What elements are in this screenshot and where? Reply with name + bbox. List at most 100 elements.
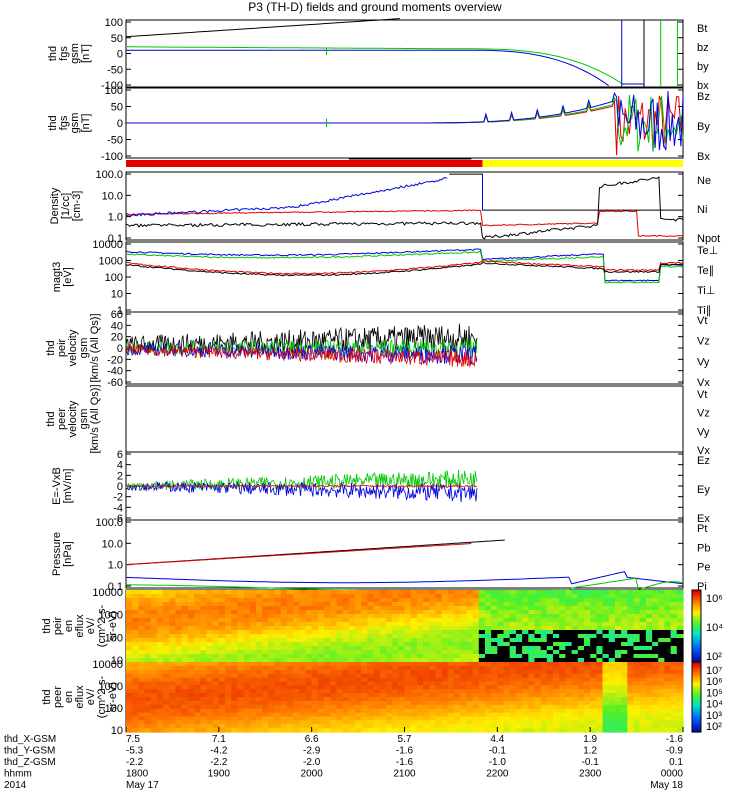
spectro-cell (664, 610, 672, 615)
spectro-cell (435, 720, 443, 725)
spectro-cell (367, 610, 375, 615)
spectro-cell (664, 622, 672, 627)
spectro-cell (571, 590, 579, 595)
spectro-cell (596, 669, 604, 675)
spectro-cell (200, 626, 208, 631)
spectro-cell (466, 665, 474, 671)
spectro-cell (590, 606, 597, 611)
spectro-cell (218, 673, 226, 679)
spectro-cell (559, 658, 566, 663)
spectro-cell (608, 590, 616, 595)
spectro-cell (175, 658, 183, 663)
spectro-cell (608, 650, 616, 655)
spectro-cell (472, 622, 480, 627)
spectro-cell (546, 677, 554, 683)
spectro-cell (652, 626, 659, 631)
ytick-label: -60 (107, 377, 123, 389)
spectro-cell (454, 712, 461, 718)
spectro-cell (472, 712, 480, 718)
spectro-cell (336, 693, 344, 698)
spectro-cell (584, 614, 591, 619)
spectro-cell (138, 650, 146, 655)
spectro-cell (485, 697, 492, 702)
spectro-cell (144, 606, 152, 611)
spectro-cell (280, 634, 288, 639)
spectro-cell (596, 642, 604, 647)
spectro-cell (645, 622, 653, 627)
spectro-cell (379, 646, 387, 651)
spectro-cell (460, 646, 467, 651)
spectro-cell (163, 700, 170, 706)
spectro-cell (317, 697, 325, 702)
spectro-cell (590, 697, 597, 702)
spectro-cell (658, 638, 665, 643)
spectro-cell (175, 681, 183, 686)
ytick-label: 0.1 (108, 581, 123, 593)
spectro-cell (584, 669, 591, 675)
ytick-label: -100 (101, 151, 123, 163)
spectro-cell (608, 614, 616, 619)
spectro-cell (596, 626, 604, 631)
spectro-cell (664, 728, 672, 733)
spectro-cell (639, 669, 647, 675)
spectro-cell (676, 716, 684, 721)
spectro-cell (447, 590, 455, 595)
spectro-cell (404, 724, 412, 729)
ylabel: [1/cc] (60, 193, 72, 219)
spectro-cell (627, 598, 635, 603)
spectro-cell (398, 665, 406, 671)
spectro-cell (491, 590, 498, 595)
spectro-cell (472, 618, 480, 623)
spectro-cell (324, 716, 331, 721)
spectro-cell (534, 685, 542, 690)
spectro-cell (614, 626, 622, 631)
spectro-cell (367, 720, 375, 725)
spectro-cell (379, 700, 387, 706)
spectro-cell (336, 634, 344, 639)
spectro-cell (454, 689, 461, 694)
spectro-cell (150, 602, 158, 607)
spectro-cell (225, 685, 232, 690)
spectro-cell (392, 614, 399, 619)
spectro-cell (175, 650, 183, 655)
spectro-cell (305, 681, 313, 686)
spectro-cell (546, 602, 554, 607)
spectro-cell (225, 677, 232, 683)
spectro-cell (664, 662, 672, 667)
spectro-cell (237, 610, 245, 615)
spectro-cell (379, 665, 387, 671)
spectro-cell (212, 681, 220, 686)
spectro-cell (621, 646, 628, 651)
spectro-cell (342, 728, 350, 733)
spectro-cell (571, 712, 579, 718)
colorbar (691, 589, 702, 663)
spectro-cell (676, 658, 684, 663)
spectro-cell (577, 614, 585, 619)
spectro-cell (268, 681, 276, 686)
xtick-label: 6.6 (305, 734, 319, 745)
spectro-cell (614, 658, 622, 663)
spectro-cell (633, 650, 641, 655)
spectro-cell (262, 708, 269, 714)
ylabel: [nT] (80, 114, 92, 133)
spectro-cell (311, 697, 319, 702)
spectro-cell (639, 618, 647, 623)
ylabel: [eV] (62, 267, 74, 287)
spectro-cell (373, 598, 381, 603)
spectro-cell (596, 646, 604, 651)
spectro-cell (324, 662, 331, 667)
spectro-cell (522, 638, 529, 643)
spectro-cell (410, 708, 418, 714)
spectro-cell (156, 716, 164, 721)
spectro-cell (398, 594, 406, 599)
spectro-cell (268, 720, 276, 725)
spectro-cell (423, 662, 430, 667)
spectro-cell (454, 697, 461, 702)
spectro-cell (645, 626, 653, 631)
spectro-cell (392, 646, 399, 651)
spectro-cell (515, 665, 523, 671)
spectro-cell (169, 638, 177, 643)
xaxis-row-label: 2014 (4, 780, 27, 791)
spectro-cell (423, 650, 430, 655)
legend-bx: Bx (697, 151, 710, 163)
